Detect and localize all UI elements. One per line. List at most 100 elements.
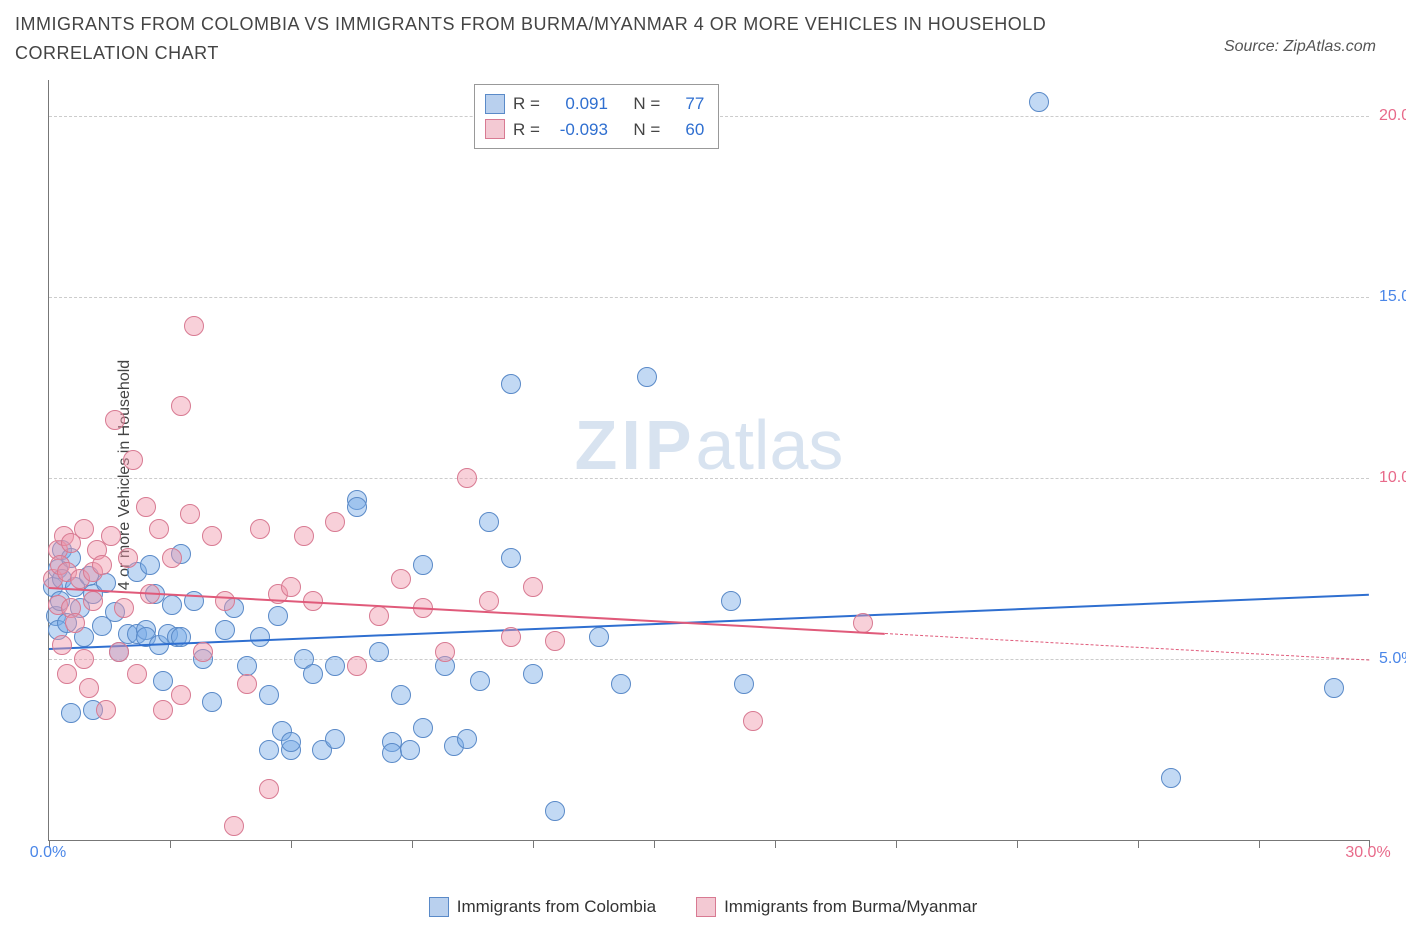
watermark-atlas: atlas xyxy=(696,406,844,484)
n-label: N = xyxy=(633,117,660,143)
n-label: N = xyxy=(633,91,660,117)
data-point-colombia xyxy=(501,548,521,568)
data-point-burma xyxy=(123,450,143,470)
source-attribution: Source: ZipAtlas.com xyxy=(1224,38,1376,56)
data-point-burma xyxy=(74,649,94,669)
x-tick xyxy=(654,840,655,848)
y-tick-label: 20.0% xyxy=(1379,107,1406,125)
data-point-colombia xyxy=(413,555,433,575)
data-point-colombia xyxy=(303,664,323,684)
data-point-burma xyxy=(501,627,521,647)
legend-stats-box: R = 0.091 N = 77R = -0.093 N = 60 xyxy=(474,84,719,149)
data-point-colombia xyxy=(721,591,741,611)
data-point-colombia xyxy=(413,718,433,738)
data-point-burma xyxy=(114,598,134,618)
data-point-burma xyxy=(180,504,200,524)
bottom-legend: Immigrants from Colombia Immigrants from … xyxy=(0,897,1406,922)
n-value: 60 xyxy=(668,117,704,143)
data-point-burma xyxy=(347,656,367,676)
data-point-burma xyxy=(153,700,173,720)
data-point-colombia xyxy=(325,729,345,749)
data-point-burma xyxy=(193,642,213,662)
data-point-burma xyxy=(281,577,301,597)
data-point-burma xyxy=(184,316,204,336)
r-label: R = xyxy=(513,91,540,117)
data-point-burma xyxy=(325,512,345,532)
chart-title: IMMIGRANTS FROM COLOMBIA VS IMMIGRANTS F… xyxy=(15,10,1115,68)
data-point-burma xyxy=(523,577,543,597)
legend-stats-row-burma: R =-0.093 N =60 xyxy=(485,117,704,143)
data-point-burma xyxy=(92,555,112,575)
data-point-burma xyxy=(136,497,156,517)
x-tick xyxy=(1017,840,1018,848)
r-value: -0.093 xyxy=(548,117,608,143)
data-point-burma xyxy=(479,591,499,611)
x-tick xyxy=(533,840,534,848)
data-point-burma xyxy=(743,711,763,731)
data-point-burma xyxy=(237,674,257,694)
data-point-burma xyxy=(74,519,94,539)
legend-item-burma: Immigrants from Burma/Myanmar xyxy=(696,897,977,917)
x-tick-label: 0.0% xyxy=(30,844,66,862)
data-point-colombia xyxy=(391,685,411,705)
legend-swatch xyxy=(485,119,505,139)
data-point-burma xyxy=(545,631,565,651)
data-point-colombia xyxy=(1324,678,1344,698)
data-point-colombia xyxy=(1161,768,1181,788)
chart-container: 4 or more Vehicles in Household ZIPatlas… xyxy=(0,80,1406,870)
x-tick xyxy=(1259,840,1260,848)
data-point-colombia xyxy=(637,367,657,387)
watermark-zip: ZIP xyxy=(575,406,696,484)
data-point-burma xyxy=(171,685,191,705)
x-tick xyxy=(896,840,897,848)
regression-line-burma xyxy=(885,633,1369,661)
data-point-colombia xyxy=(268,606,288,626)
data-point-burma xyxy=(118,548,138,568)
data-point-burma xyxy=(457,468,477,488)
legend-swatch xyxy=(485,94,505,114)
r-value: 0.091 xyxy=(548,91,608,117)
legend-item-colombia: Immigrants from Colombia xyxy=(429,897,656,917)
x-tick-label: 30.0% xyxy=(1345,844,1390,862)
x-tick xyxy=(170,840,171,848)
data-point-burma xyxy=(57,664,77,684)
data-point-burma xyxy=(171,396,191,416)
gridline xyxy=(49,478,1369,479)
legend-swatch xyxy=(429,897,449,917)
data-point-burma xyxy=(369,606,389,626)
data-point-colombia xyxy=(281,732,301,752)
data-point-burma xyxy=(250,519,270,539)
data-point-colombia xyxy=(545,801,565,821)
data-point-colombia xyxy=(457,729,477,749)
y-tick-label: 15.0% xyxy=(1379,288,1406,306)
x-tick xyxy=(775,840,776,848)
data-point-burma xyxy=(853,613,873,633)
y-tick-label: 5.0% xyxy=(1379,650,1406,668)
data-point-burma xyxy=(65,613,85,633)
data-point-burma xyxy=(162,548,182,568)
data-point-colombia xyxy=(1029,92,1049,112)
y-tick-label: 10.0% xyxy=(1379,469,1406,487)
data-point-colombia xyxy=(734,674,754,694)
legend-label: Immigrants from Colombia xyxy=(457,897,656,917)
x-tick xyxy=(291,840,292,848)
legend-stats-row-colombia: R = 0.091 N = 77 xyxy=(485,91,704,117)
data-point-burma xyxy=(391,569,411,589)
data-point-burma xyxy=(52,635,72,655)
data-point-colombia xyxy=(589,627,609,647)
data-point-colombia xyxy=(470,671,490,691)
data-point-colombia xyxy=(153,671,173,691)
data-point-colombia xyxy=(325,656,345,676)
data-point-colombia xyxy=(61,703,81,723)
gridline xyxy=(49,297,1369,298)
data-point-colombia xyxy=(202,692,222,712)
data-point-colombia xyxy=(250,627,270,647)
legend-label: Immigrants from Burma/Myanmar xyxy=(724,897,977,917)
n-value: 77 xyxy=(668,91,704,117)
data-point-burma xyxy=(109,642,129,662)
data-point-burma xyxy=(105,410,125,430)
data-point-burma xyxy=(101,526,121,546)
data-point-colombia xyxy=(400,740,420,760)
data-point-colombia xyxy=(237,656,257,676)
data-point-colombia xyxy=(479,512,499,532)
